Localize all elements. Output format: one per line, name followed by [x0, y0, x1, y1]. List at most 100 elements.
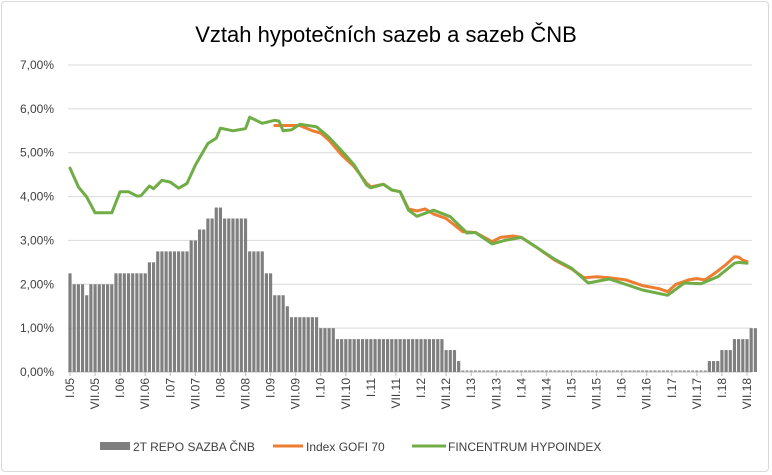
- repo-bar: [101, 284, 106, 372]
- x-tick-label: VII.18: [740, 378, 754, 410]
- x-tick-label: I.05: [63, 378, 77, 398]
- repo-bar: [281, 295, 285, 372]
- repo-bar: [177, 251, 181, 372]
- repo-bar: [427, 339, 431, 372]
- repo-bar: [310, 317, 314, 372]
- x-axis-ticks: I.05 VII.05 I.06 VII.06 I.07 VII.07 I.08 VII.08…: [63, 372, 754, 409]
- repo-bar: [511, 370, 515, 372]
- repo-bar: [711, 361, 716, 372]
- repo-bar: [118, 273, 122, 372]
- repo-bar: [168, 251, 172, 372]
- repo-bar: [570, 370, 573, 372]
- repo-bar: [415, 339, 419, 372]
- repo-bar: [269, 273, 273, 372]
- repo-bar: [122, 273, 126, 372]
- repo-bar: [540, 370, 544, 372]
- x-tick-label: I.11: [364, 378, 378, 397]
- repo-bar: [737, 339, 741, 372]
- repo-bar: [507, 370, 511, 372]
- repo-bar: [235, 218, 239, 372]
- repo-bar: [319, 328, 323, 372]
- repo-bar: [641, 370, 644, 372]
- repo-bar: [185, 251, 189, 372]
- repo-bar: [156, 251, 160, 372]
- repo-bar: [143, 273, 147, 372]
- repo-bar: [469, 370, 473, 372]
- repo-bar: [147, 262, 151, 372]
- repo-bar: [80, 284, 85, 372]
- repo-bar: [273, 295, 277, 372]
- repo-bar: [611, 370, 615, 372]
- repo-bar: [327, 328, 331, 372]
- repo-bar: [753, 328, 757, 372]
- repo-bar: [699, 370, 703, 372]
- repo-bar: [285, 306, 289, 372]
- repo-bar: [695, 370, 699, 372]
- repo-bar: [331, 328, 335, 372]
- repo-bar: [670, 370, 674, 372]
- y-tick-label: 7,00%: [20, 58, 54, 72]
- x-tick-label: VII.08: [239, 378, 253, 410]
- repo-bar: [298, 317, 302, 372]
- x-tick-label: I.17: [665, 378, 679, 398]
- repo-bar: [360, 339, 365, 372]
- repo-bar: [536, 370, 540, 372]
- repo-bar: [586, 370, 590, 372]
- x-tick-label: VII.16: [640, 378, 654, 410]
- repo-bar: [574, 370, 578, 372]
- x-tick-label: I.12: [414, 378, 428, 398]
- repo-bar: [661, 370, 665, 372]
- legend: 2T REPO SAZBA ČNB Index GOFI 70 FINCENTR…: [100, 439, 601, 454]
- repo-bar: [114, 273, 118, 372]
- repo-bar: [440, 339, 444, 372]
- repo-bar: [666, 370, 670, 372]
- repo-bar: [93, 284, 97, 372]
- repo-bar: [85, 295, 89, 372]
- x-tick-label: VII.10: [339, 378, 353, 410]
- repo-bar: [289, 317, 294, 372]
- repo-bar: [164, 251, 168, 372]
- y-tick-label: 0,00%: [20, 365, 54, 379]
- repo-bar: [528, 370, 532, 372]
- repo-bar: [582, 370, 586, 372]
- repo-bar: [478, 370, 482, 372]
- y-tick-label: 2,00%: [20, 277, 54, 291]
- y-axis-ticks: 0,00% 1,00% 2,00% 3,00% 4,00% 5,00% 6,00% 7,00%: [20, 58, 54, 379]
- legend-label-fincentrum: FINCENTRUM HYPOINDEX: [448, 440, 601, 454]
- x-tick-label: VII.09: [289, 378, 303, 410]
- lines: [68, 115, 749, 297]
- repo-bar: [386, 339, 390, 372]
- repo-bar: [607, 370, 611, 372]
- legend-swatch-repo: [100, 442, 130, 450]
- repo-bar: [732, 339, 737, 372]
- repo-bar: [151, 262, 156, 372]
- repo-bar: [214, 207, 218, 372]
- repo-bar: [482, 370, 486, 372]
- repo-bar: [720, 350, 724, 372]
- repo-bar: [553, 370, 557, 372]
- repo-bar: [494, 370, 498, 372]
- repo-bar: [636, 370, 640, 372]
- x-tick-label: I.10: [314, 378, 328, 398]
- repo-bar: [444, 350, 448, 372]
- repo-bar: [590, 370, 594, 372]
- repo-bar: [306, 317, 310, 372]
- repo-bar: [68, 273, 72, 372]
- repo-bar: [645, 370, 649, 372]
- repo-bar: [498, 370, 502, 372]
- repo-bar: [352, 339, 356, 372]
- repo-bar: [657, 370, 661, 372]
- x-tick-label: VII.12: [439, 378, 453, 410]
- repo-bar: [398, 339, 402, 372]
- legend-label-repo: 2T REPO SAZBA ČNB: [133, 439, 255, 454]
- repo-bar: [674, 370, 678, 372]
- repo-bar: [411, 339, 415, 372]
- repo-bar: [678, 370, 682, 372]
- y-tick-label: 4,00%: [20, 190, 54, 204]
- repo-bar: [565, 370, 569, 372]
- repo-bar: [595, 370, 599, 372]
- y-tick-label: 5,00%: [20, 146, 54, 160]
- repo-bar: [724, 350, 728, 372]
